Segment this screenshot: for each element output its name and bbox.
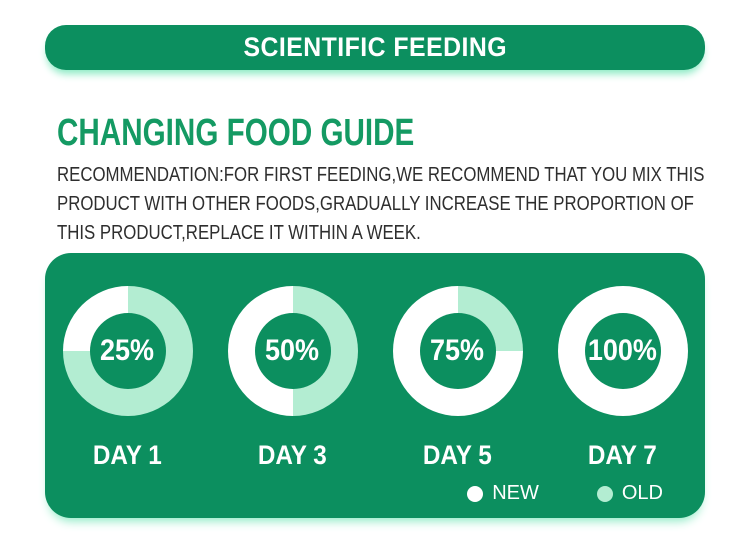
- day-label: DAY 1: [93, 440, 162, 470]
- donut-chart-day-5: 75%: [392, 286, 523, 416]
- recommendation-line: PRODUCT WITH OTHER FOODS,GRADUALLY INCRE…: [57, 193, 694, 215]
- recommendation-line: RECOMMENDATION:FOR FIRST FEEDING,WE RECO…: [57, 164, 705, 186]
- donut-chart-day-3: 50%: [227, 286, 358, 416]
- day-column-1: 25% DAY 1: [45, 286, 210, 471]
- legend: NEW OLD: [467, 482, 663, 505]
- day-column-7: 100% DAY 7: [540, 286, 705, 471]
- legend-label-old: OLD: [621, 482, 663, 504]
- feeding-chart-panel: 25% DAY 1 50% DAY 3 75% DAY 5: [45, 253, 705, 518]
- donut-row: 25% DAY 1 50% DAY 3 75% DAY 5: [45, 253, 705, 471]
- legend-label-new: NEW: [492, 482, 539, 504]
- donut-hole: 25%: [89, 313, 166, 389]
- donut-percent-label: 75%: [430, 334, 485, 367]
- legend-dot-new-icon: [467, 485, 484, 502]
- legend-item-old: OLD: [596, 482, 663, 505]
- section-banner: SCIENTIFIC FEEDING: [45, 25, 705, 70]
- day-column-3: 50% DAY 3: [210, 286, 375, 471]
- legend-item-new: NEW: [467, 482, 539, 505]
- legend-dot-old-icon: [596, 485, 613, 502]
- day-label: DAY 5: [423, 440, 492, 470]
- donut-hole: 50%: [254, 313, 331, 389]
- page-title: CHANGING FOOD GUIDE: [57, 112, 415, 154]
- donut-hole: 100%: [584, 313, 661, 389]
- donut-chart-day-7: 100%: [557, 286, 688, 416]
- day-label: DAY 7: [588, 440, 657, 470]
- day-column-5: 75% DAY 5: [375, 286, 540, 471]
- donut-chart-day-1: 25%: [62, 286, 193, 416]
- donut-hole: 75%: [419, 313, 496, 389]
- donut-percent-label: 100%: [587, 334, 658, 367]
- recommendation-text: RECOMMENDATION:FOR FIRST FEEDING,WE RECO…: [57, 161, 704, 248]
- recommendation-line: THIS PRODUCT,REPLACE IT WITHIN A WEEK.: [57, 222, 421, 244]
- donut-percent-label: 50%: [265, 334, 320, 367]
- day-label: DAY 3: [258, 440, 327, 470]
- donut-percent-label: 25%: [100, 334, 155, 367]
- banner-title: SCIENTIFIC FEEDING: [243, 32, 507, 62]
